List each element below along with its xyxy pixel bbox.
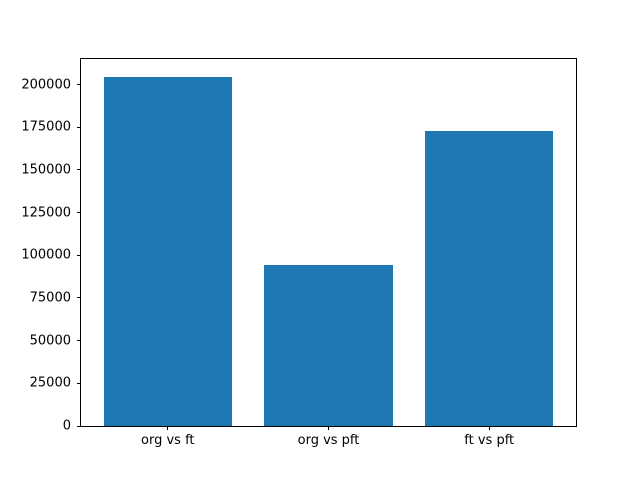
y-tick-mark xyxy=(77,425,81,427)
y-tick-mark xyxy=(77,84,81,86)
y-tick-mark xyxy=(77,340,81,342)
y-tick-label: 75000 xyxy=(29,290,71,306)
plot-area: 0 25000 50000 75000 100000 125000 150000 175000… xyxy=(21,58,577,447)
y-tick-label: 50000 xyxy=(29,333,71,349)
y-tick-mark xyxy=(77,169,81,171)
y-tick-label: 25000 xyxy=(29,375,71,391)
y-tick-label: 0 xyxy=(62,418,71,434)
bar xyxy=(103,76,233,426)
y-tick-label: 150000 xyxy=(21,162,71,178)
bar xyxy=(264,264,393,426)
x-tick-label: ft vs pft xyxy=(464,433,515,448)
x-tick-mark xyxy=(488,426,490,430)
x-tick-label: org vs pft xyxy=(297,433,360,448)
y-tick-mark xyxy=(77,126,81,128)
x-tick-mark xyxy=(328,426,329,430)
x-tick-mark xyxy=(167,426,169,430)
x-tick-label: org vs ft xyxy=(141,433,195,448)
y-tick-label: 100000 xyxy=(21,247,71,263)
y-tick-label: 175000 xyxy=(21,119,71,135)
y-tick-mark xyxy=(77,382,81,384)
bar xyxy=(424,130,554,426)
y-tick-label: 200000 xyxy=(21,77,71,93)
y-tick-label: 125000 xyxy=(21,205,71,221)
y-tick-mark xyxy=(77,212,81,214)
y-tick-mark xyxy=(77,254,81,256)
y-tick-mark xyxy=(77,297,81,299)
